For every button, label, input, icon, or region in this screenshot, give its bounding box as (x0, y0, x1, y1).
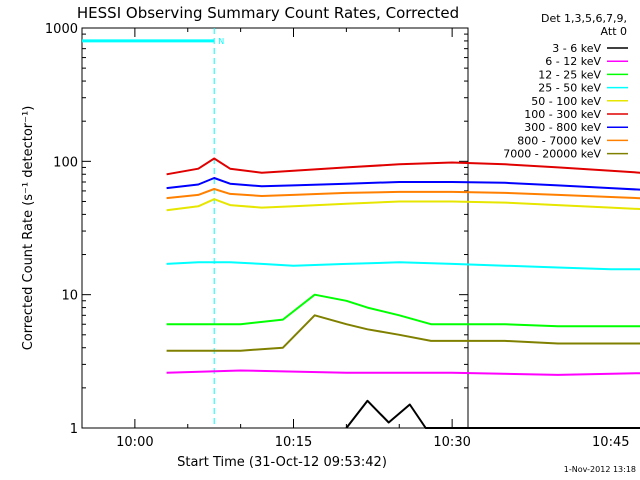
legend-entry-label: 800 - 7000 keV (517, 134, 601, 147)
legend-entry-label: 300 - 800 keV (524, 121, 601, 134)
y-tick-label: 1000 (45, 22, 78, 37)
series-line (166, 198, 640, 212)
series-line (166, 369, 640, 376)
series-line (166, 177, 640, 191)
legend-entry-label: 12 - 25 keV (538, 68, 601, 81)
legend-header: Det 1,3,5,6,7,9, (541, 12, 627, 25)
legend-entry-label: 50 - 100 keV (531, 95, 601, 108)
x-tick-label: 10:15 (275, 435, 312, 450)
footer-timestamp: 1-Nov-2012 13:18 (564, 465, 636, 474)
x-axis-label: Start Time (31-Oct-12 09:53:42) (177, 455, 387, 470)
plot-layer: 110100100010:0010:1510:3010:4511:0011:15… (45, 22, 640, 450)
x-tick-label: 10:45 (592, 435, 629, 450)
series-line (166, 293, 640, 328)
legend-entry-label: 100 - 300 keV (524, 108, 601, 121)
y-axis-label: Corrected Count Rate (s⁻¹ detector⁻¹) (21, 106, 36, 351)
series-line (166, 314, 640, 352)
y-tick-label: 100 (53, 155, 78, 170)
legend-entry-label: 3 - 6 keV (552, 42, 601, 55)
series-line (345, 399, 640, 429)
legend-entry-label: 25 - 50 keV (538, 82, 601, 95)
y-tick-label: 10 (61, 289, 78, 304)
night-marker-label: N (218, 37, 224, 46)
series-line (166, 188, 640, 200)
legend-entry-label: 7000 - 20000 keV (503, 148, 601, 161)
legend-entry-label: 6 - 12 keV (545, 55, 601, 68)
x-tick-label: 10:00 (116, 435, 153, 450)
series-line (166, 157, 640, 176)
series-line (166, 261, 640, 271)
y-tick-label: 1 (70, 422, 78, 437)
x-tick-label: 10:30 (433, 435, 470, 450)
chart-title: HESSI Observing Summary Count Rates, Cor… (77, 4, 459, 22)
legend-header: Att 0 (601, 25, 627, 38)
plot-frame (81, 27, 469, 429)
